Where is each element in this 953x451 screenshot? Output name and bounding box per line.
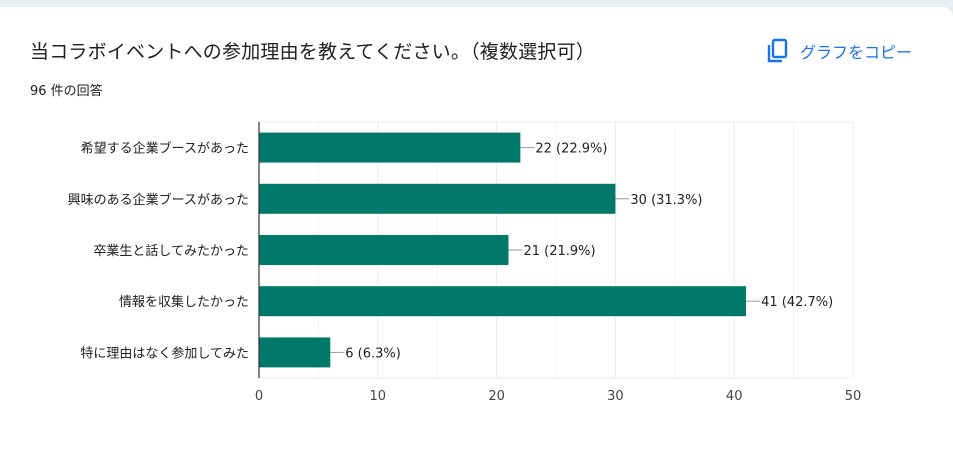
copy-icon xyxy=(764,38,790,64)
bar xyxy=(259,183,616,214)
bar xyxy=(259,132,521,163)
response-count: 96 件の回答 xyxy=(30,84,103,99)
x-tick-label: 20 xyxy=(488,389,505,404)
category-label: 希望する企業ブースがあった xyxy=(81,141,249,157)
chart-title: 当コラボイベントへの参加理由を教えてください。（複数選択可） xyxy=(30,41,595,63)
x-tick-label: 50 xyxy=(845,389,862,404)
bar xyxy=(259,337,331,368)
x-tick-label: 0 xyxy=(255,389,263,404)
copy-chart-button[interactable]: グラフをコピー xyxy=(758,33,918,69)
x-tick-label: 30 xyxy=(607,389,624,404)
bar xyxy=(259,235,509,265)
category-label: 卒業生と話してみたかった xyxy=(93,243,249,259)
data-label: 6 (6.3%) xyxy=(345,346,401,361)
x-tick-label: 40 xyxy=(726,389,743,404)
x-tick-label: 10 xyxy=(370,389,387,404)
category-label: 興味のある企業ブースがあった xyxy=(68,192,249,208)
data-label: 41 (42.7%) xyxy=(761,295,833,310)
data-label: 22 (22.9%) xyxy=(535,142,607,157)
category-label: 情報を収集したかった xyxy=(119,294,249,310)
category-label: 特に理由はなく参加してみた xyxy=(80,345,249,361)
data-label: 21 (21.9%) xyxy=(523,244,595,259)
data-label: 30 (31.3%) xyxy=(630,193,702,208)
bar xyxy=(259,286,747,317)
copy-chart-label: グラフをコピー xyxy=(800,43,913,62)
chart-card: 当コラボイベントへの参加理由を教えてください。（複数選択可） 96 件の回答 グ… xyxy=(0,7,953,451)
